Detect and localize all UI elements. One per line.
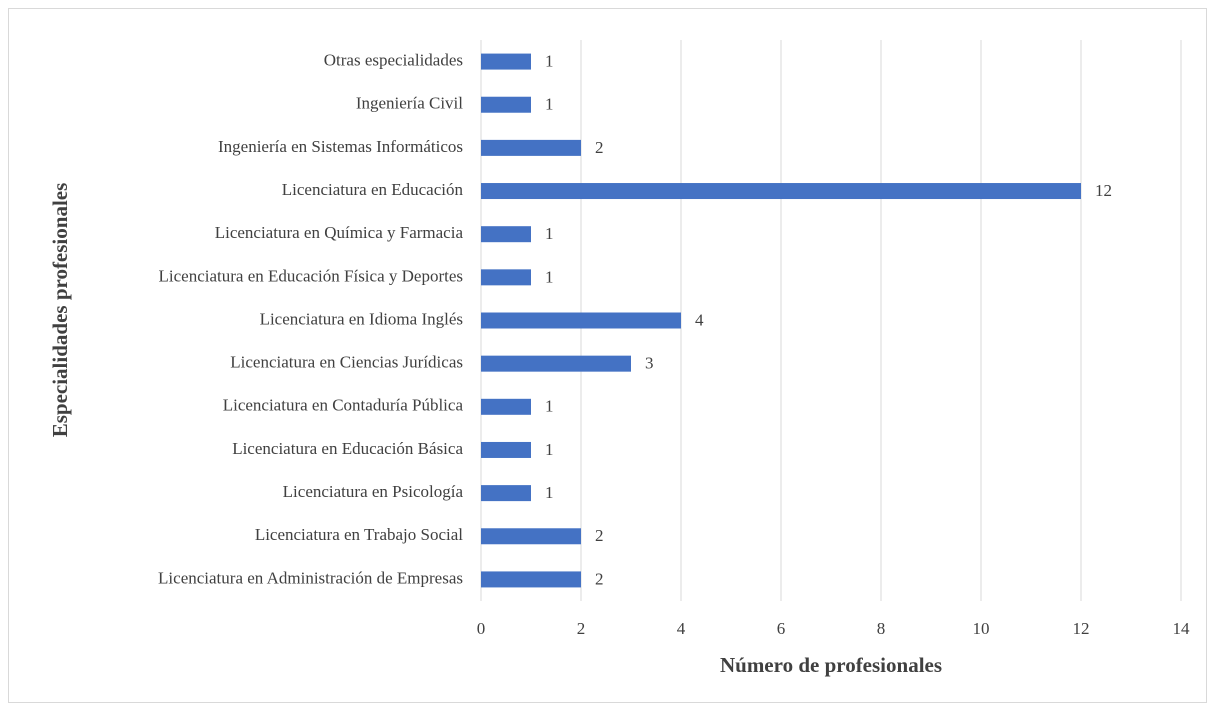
data-label: 1 — [545, 267, 554, 286]
bar — [481, 96, 531, 113]
data-label: 2 — [595, 569, 604, 588]
data-label: 1 — [545, 440, 554, 459]
y-tick-label: Licenciatura en Administración de Empres… — [158, 568, 463, 587]
x-tick-label: 14 — [1173, 619, 1191, 638]
bar — [481, 398, 531, 415]
y-tick-label: Licenciatura en Ciencias Jurídicas — [230, 353, 463, 372]
bar — [481, 226, 531, 243]
y-tick-label: Licenciatura en Química y Farmacia — [215, 223, 464, 242]
data-label: 1 — [545, 95, 554, 114]
y-axis-title: Especialidades profesionales — [48, 183, 72, 438]
x-tick-label: 0 — [477, 619, 486, 638]
x-tick-label: 12 — [1073, 619, 1090, 638]
y-tick-label: Licenciatura en Educación Física y Depor… — [159, 266, 463, 285]
y-tick-label: Otras especialidades — [324, 50, 463, 69]
data-label: 2 — [595, 526, 604, 545]
bar — [481, 528, 581, 545]
bar — [481, 312, 681, 329]
y-tick-label: Licenciatura en Educación — [282, 180, 464, 199]
bar — [481, 441, 531, 458]
y-tick-label: Licenciatura en Educación Básica — [232, 439, 463, 458]
y-tick-label: Licenciatura en Trabajo Social — [255, 525, 463, 544]
data-label: 4 — [695, 310, 704, 329]
data-label: 3 — [645, 354, 654, 373]
bar — [481, 183, 1081, 200]
x-tick-label: 2 — [577, 619, 586, 638]
data-label: 1 — [545, 51, 554, 70]
y-tick-label: Licenciatura en Contaduría Pública — [223, 396, 464, 415]
data-label: 2 — [595, 138, 604, 157]
bar — [481, 355, 631, 372]
bar — [481, 485, 531, 502]
y-tick-label: Ingeniería Civil — [356, 94, 463, 113]
x-tick-label: 10 — [973, 619, 990, 638]
bar — [481, 269, 531, 286]
data-label: 1 — [545, 483, 554, 502]
y-tick-label: Licenciatura en Psicología — [283, 482, 464, 501]
chart-border — [8, 8, 1207, 703]
x-tick-label: 6 — [777, 619, 786, 638]
x-axis-title: Número de profesionales — [720, 653, 942, 677]
data-label: 12 — [1095, 181, 1112, 200]
y-tick-label: Ingeniería en Sistemas Informáticos — [218, 137, 463, 156]
bar — [481, 139, 581, 156]
data-label: 1 — [545, 397, 554, 416]
x-tick-label: 8 — [877, 619, 886, 638]
y-tick-label: Licenciatura en Idioma Inglés — [260, 309, 463, 328]
x-tick-label: 4 — [677, 619, 686, 638]
bar — [481, 53, 531, 70]
data-label: 1 — [545, 224, 554, 243]
bar — [481, 571, 581, 588]
